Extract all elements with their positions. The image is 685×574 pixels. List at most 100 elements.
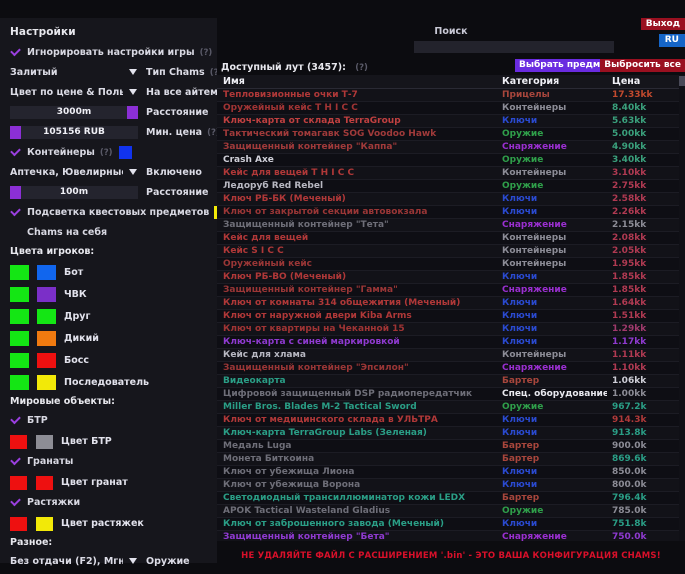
color-swatch-primary[interactable] — [10, 264, 29, 280]
setting-weapon[interactable]: Без отдачи (F2), Мгновенное п Оружие — [10, 555, 207, 568]
setting-container-distance[interactable]: 100m Расстояние — [10, 186, 208, 199]
help-icon[interactable]: (?) — [210, 68, 223, 78]
drop-all-button[interactable]: Выбросить все — [600, 59, 685, 72]
chevron-down-icon[interactable] — [129, 69, 137, 75]
table-row[interactable]: Кейс для вещей Контейнеры 2.08kk — [217, 232, 685, 245]
table-row[interactable]: Защищенный контейнер "Гамма" Снаряжение 1.… — [217, 284, 685, 297]
checkbox-quest-highlight[interactable] — [10, 207, 21, 218]
scrollbar-thumb[interactable] — [679, 76, 685, 86]
column-header-price[interactable]: Цена — [612, 76, 641, 87]
setting-quest-highlight[interactable]: Подсветка квестовых предметов — [10, 206, 228, 219]
color-swatch-secondary[interactable] — [36, 434, 53, 449]
table-row[interactable]: Медаль Luga Бартер 900.0k — [217, 440, 685, 453]
setting-tripwire-color[interactable]: Цвет растяжек — [10, 516, 207, 531]
table-row[interactable]: Ключ от комнаты 314 общежития (Меченый) К… — [217, 297, 685, 310]
setting-ignore-game-settings[interactable]: Игнорировать настройки игры (?) — [10, 46, 212, 59]
setting-chams-type[interactable]: Залитый Тип Chams (?) — [10, 66, 222, 79]
color-swatch-secondary[interactable] — [37, 352, 56, 368]
table-row[interactable]: Ключ от убежища Лиона Ключи 850.0k — [217, 466, 685, 479]
player-color-scav[interactable]: Дикий — [10, 330, 207, 346]
setting-min-price[interactable]: 105156 RUB Мин. цена (?) — [10, 126, 220, 139]
setting-btr[interactable]: БТР — [10, 414, 207, 427]
table-row[interactable]: Оружейный кейс Контейнеры 1.95kk — [217, 258, 685, 271]
setting-grenades[interactable]: Гранаты — [10, 455, 207, 468]
table-row[interactable]: Ключ от закрытой секции автовокзала Ключи… — [217, 206, 685, 219]
setting-chams-self[interactable]: Chams на себя — [10, 226, 207, 239]
table-row[interactable]: Кейс S I C C Контейнеры 2.05kk — [217, 245, 685, 258]
color-swatch-primary[interactable] — [10, 330, 29, 346]
color-swatch-primary[interactable] — [10, 516, 27, 531]
color-swatch-primary[interactable] — [10, 475, 27, 490]
color-swatch-containers[interactable] — [118, 146, 132, 159]
player-color-friend[interactable]: Друг — [10, 308, 207, 324]
table-row[interactable]: Miller Bros. Blades M-2 Tactical Sword Ор… — [217, 401, 685, 414]
color-swatch-secondary[interactable] — [37, 374, 56, 390]
setting-color-mode[interactable]: Цвет по цене & Пользователы На все айтем… — [10, 86, 226, 99]
help-icon[interactable]: (?) — [355, 63, 368, 73]
color-swatch-secondary[interactable] — [36, 475, 53, 490]
color-swatch-primary[interactable] — [10, 352, 29, 368]
table-row[interactable]: Тепловизионные очки Т-7 Прицелы 17.33kk — [217, 89, 685, 102]
setting-categories[interactable]: Аптечка, Ювелирные и... Включено — [10, 166, 207, 179]
slider-item-distance[interactable]: 3000m — [10, 106, 138, 119]
color-swatch-secondary[interactable] — [37, 330, 56, 346]
player-color-bot[interactable]: Бот — [10, 264, 207, 280]
table-row[interactable]: Ключ РБ-БК (Меченый) Ключи 2.58kk — [217, 193, 685, 206]
checkbox-grenades[interactable] — [10, 456, 21, 467]
color-swatch-primary[interactable] — [10, 308, 29, 324]
table-row[interactable]: Ключ от медицинского склада в УЛЬТРА Ключ… — [217, 414, 685, 427]
color-swatch-secondary[interactable] — [37, 308, 56, 324]
dropdown-chams-type[interactable]: Залитый — [10, 66, 138, 79]
slider-thumb[interactable] — [127, 106, 138, 119]
table-row[interactable]: Защищенный контейнер "Каппа" Снаряжение 4.… — [217, 141, 685, 154]
color-swatch-secondary[interactable] — [37, 264, 56, 280]
column-header-category[interactable]: Категория — [502, 76, 560, 87]
player-color-boss[interactable]: Босс — [10, 352, 207, 368]
table-row[interactable]: Видеокарта Бартер 1.06kk — [217, 375, 685, 388]
table-row[interactable]: Ключ-карта с синей маркировкой Ключи 1.17k… — [217, 336, 685, 349]
chevron-down-icon[interactable] — [129, 558, 137, 564]
table-row[interactable]: Светодиодный трансиллюминатор кожи LEDX Б… — [217, 492, 685, 505]
table-row[interactable]: Ключ от квартиры на Чеканной 15 Ключи 1.29… — [217, 323, 685, 336]
table-row[interactable]: Тактический томагавк SOG Voodoo Hawk Оруж… — [217, 128, 685, 141]
table-row[interactable]: Ключ от наружной двери Kiba Arms Ключи 1.5… — [217, 310, 685, 323]
checkbox-chams-self[interactable] — [10, 227, 21, 238]
player-color-follower[interactable]: Последователь — [10, 374, 207, 390]
table-row[interactable]: Ключ РБ-ВО (Меченый) Ключи 1.85kk — [217, 271, 685, 284]
table-row[interactable]: Кейс для хлама Контейнеры 1.11kk — [217, 349, 685, 362]
dropdown-categories[interactable]: Аптечка, Ювелирные и... — [10, 166, 138, 179]
slider-thumb[interactable] — [10, 186, 21, 199]
column-header-name[interactable]: Имя — [223, 76, 245, 87]
setting-btr-color[interactable]: Цвет БТР — [10, 434, 207, 449]
chevron-down-icon[interactable] — [129, 169, 137, 175]
help-icon[interactable]: (?) — [99, 147, 113, 158]
search-input[interactable] — [414, 41, 614, 53]
checkbox-tripwires[interactable] — [10, 497, 21, 508]
slider-thumb[interactable] — [10, 126, 21, 139]
table-row[interactable]: Ледоруб Red Rebel Оружие 2.75kk — [217, 180, 685, 193]
table-row[interactable]: APOK Tactical Wasteland Gladius Оружие 785… — [217, 505, 685, 518]
chevron-down-icon[interactable] — [129, 89, 137, 95]
setting-item-distance[interactable]: 3000m Расстояние — [10, 106, 208, 119]
slider-min-price[interactable]: 105156 RUB — [10, 126, 138, 139]
help-icon[interactable]: (?) — [199, 47, 213, 58]
table-row[interactable]: Защищенный контейнер "Бета" Снаряжение 750… — [217, 531, 685, 541]
table-row[interactable]: Цифровой защищенный DSP радиопередатчик С… — [217, 388, 685, 401]
color-swatch-primary[interactable] — [10, 434, 27, 449]
player-color-pmc[interactable]: ЧВК — [10, 286, 207, 302]
table-row[interactable]: Ключ-карта TerraGroup Labs (Зеленая) Ключ… — [217, 427, 685, 440]
setting-grenade-color[interactable]: Цвет гранат — [10, 475, 207, 490]
color-swatch-secondary[interactable] — [37, 286, 56, 302]
checkbox-containers[interactable] — [10, 147, 21, 158]
table-row[interactable]: Ключ от убежища Ворона Ключи 800.0k — [217, 479, 685, 492]
loot-scrollbar[interactable] — [679, 75, 685, 541]
table-row[interactable]: Кейс для вещей Т Н I С С Контейнеры 3.10kk — [217, 167, 685, 180]
checkbox-btr[interactable] — [10, 415, 21, 426]
table-row[interactable]: Ключ-карта от склада TerraGroup Ключи 5.63… — [217, 115, 685, 128]
table-row[interactable]: Защищенный контейнер "Эпсилон" Снаряжение… — [217, 362, 685, 375]
setting-tripwires[interactable]: Растяжки — [10, 496, 207, 509]
table-row[interactable]: Монета Биткоина Бартер 869.6k — [217, 453, 685, 466]
dropdown-color-mode[interactable]: Цвет по цене & Пользователы — [10, 86, 138, 99]
checkbox-ignore-game-settings[interactable] — [10, 47, 21, 58]
color-swatch-secondary[interactable] — [36, 516, 53, 531]
